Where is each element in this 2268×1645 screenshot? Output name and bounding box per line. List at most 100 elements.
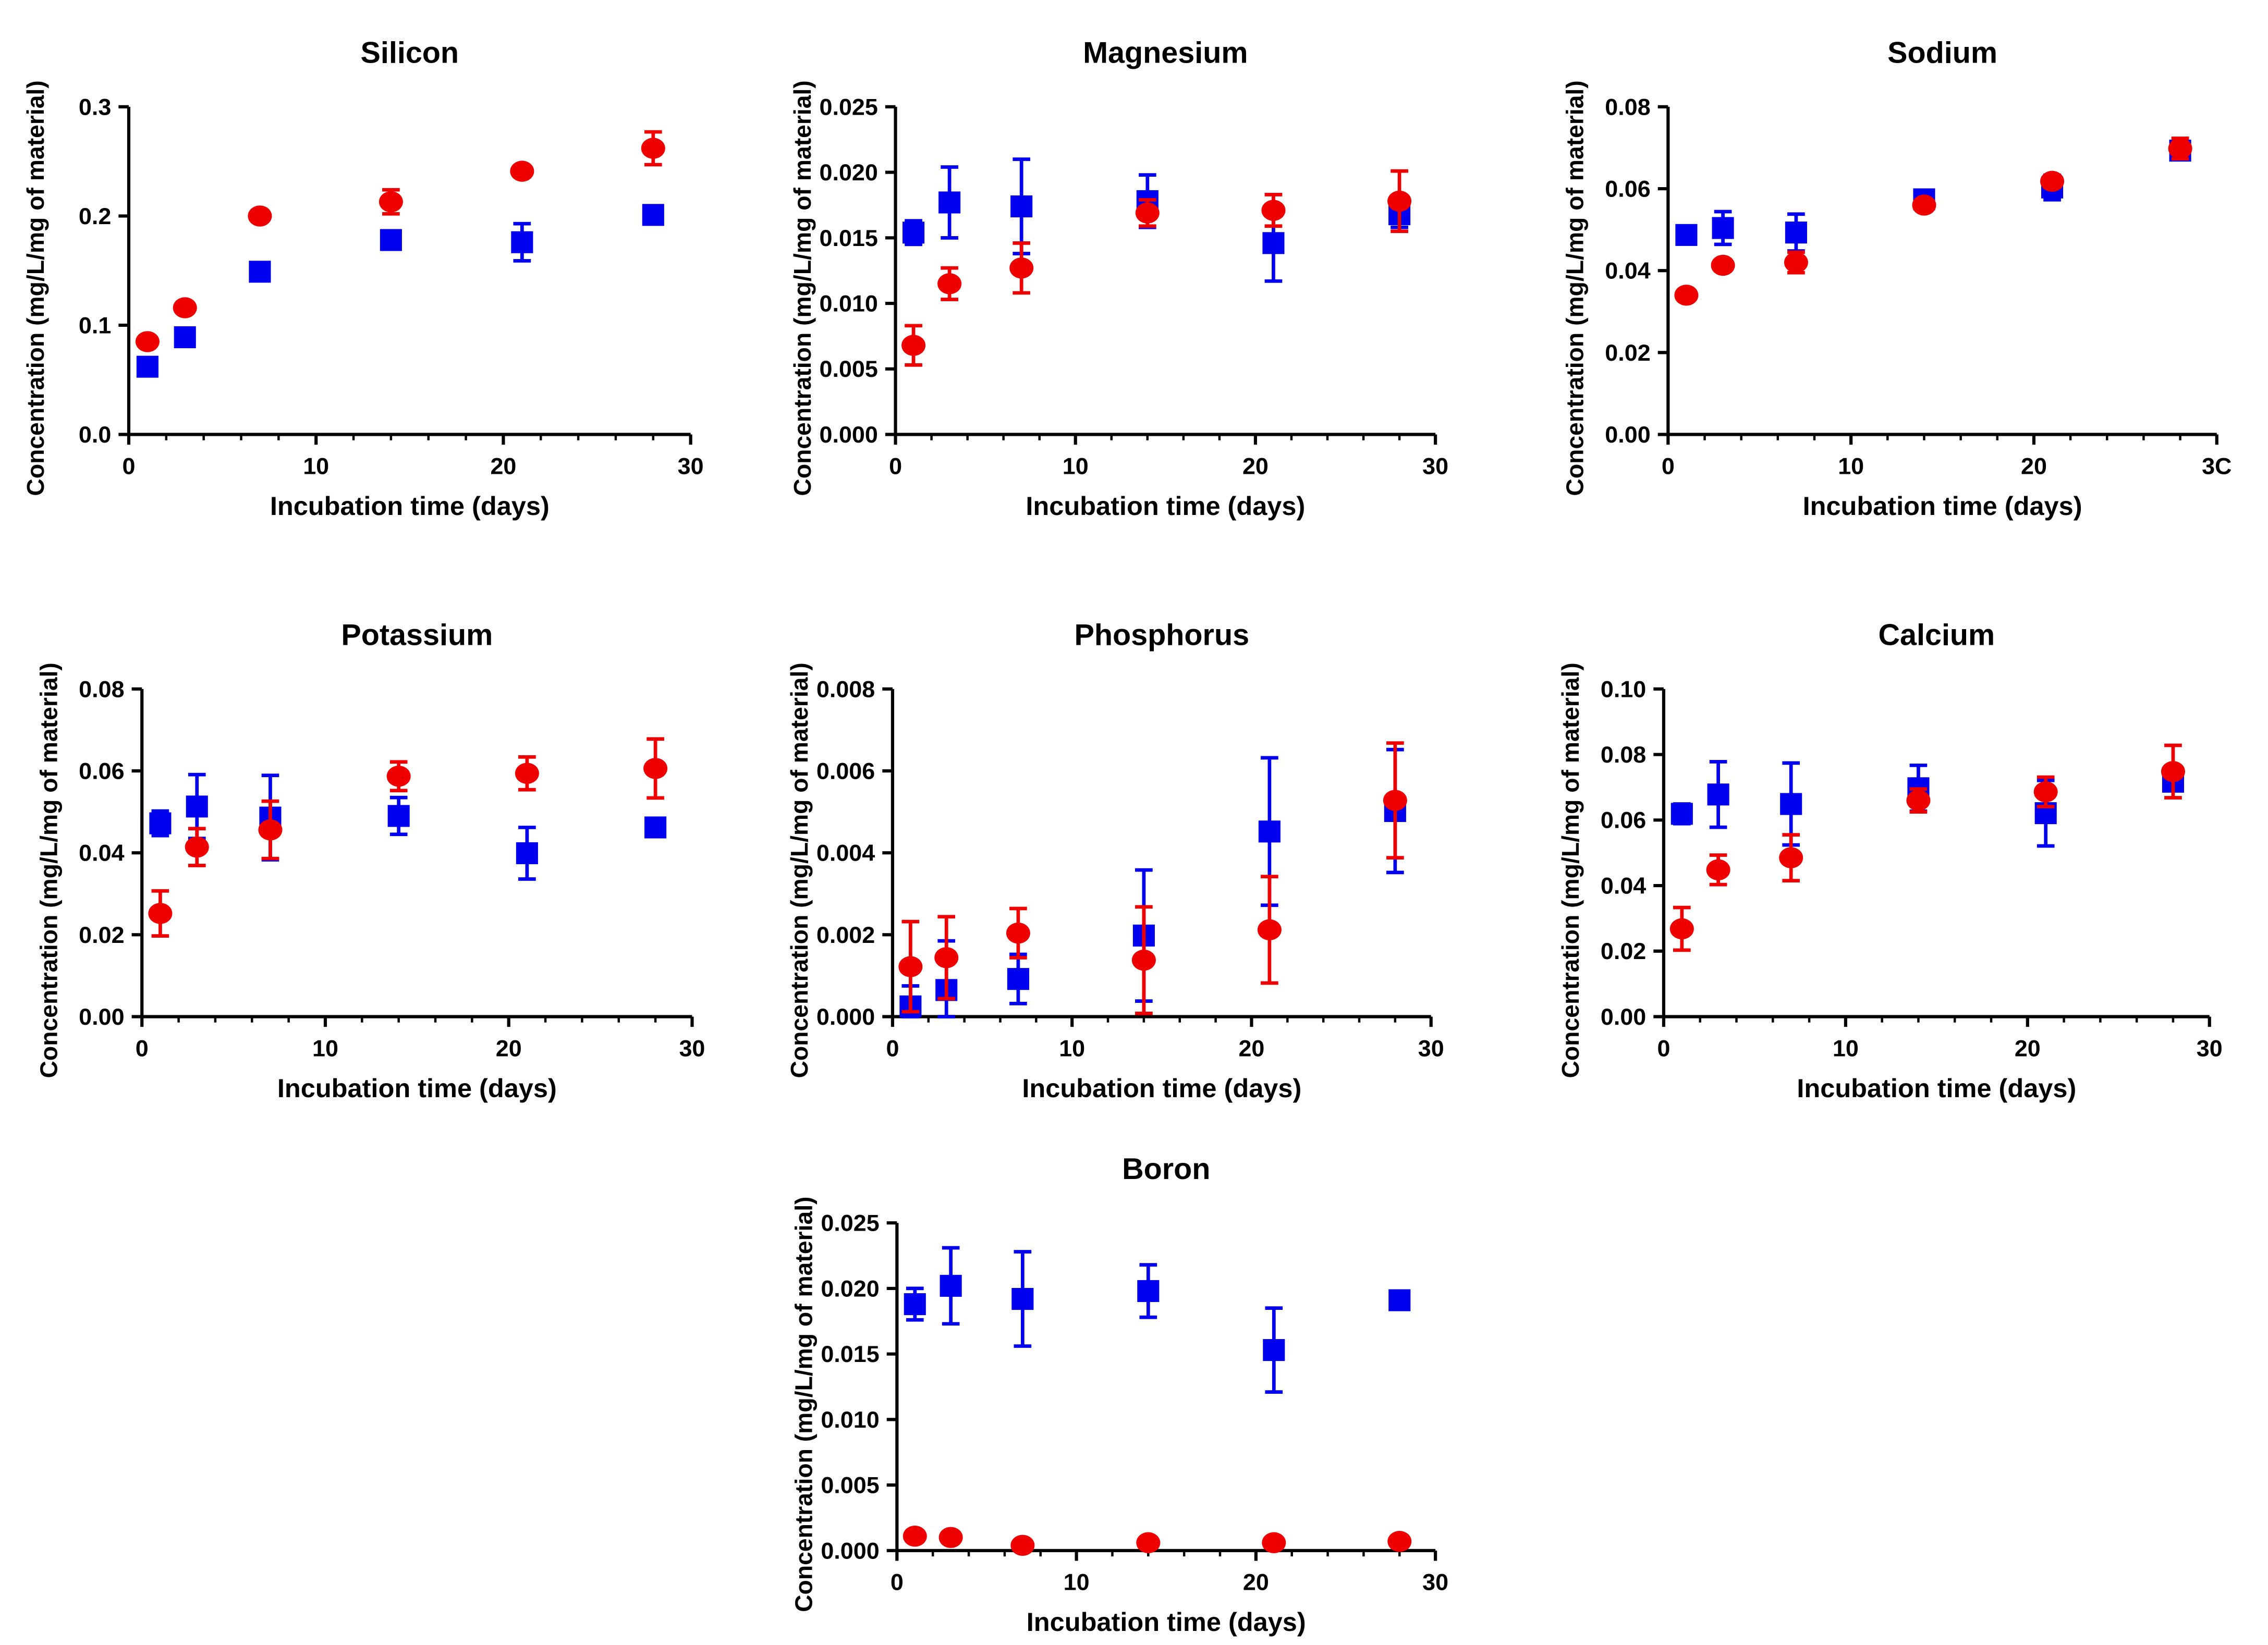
- chart-silicon-blue-point: [249, 261, 271, 283]
- chart-calcium-red-point: [2161, 761, 2185, 782]
- chart-magnesium-x-tick-label: 0: [889, 452, 902, 479]
- chart-calcium-red-point: [1779, 847, 1803, 868]
- chart-boron-y-tick-label: 0.025: [821, 1210, 879, 1236]
- chart-silicon-blue-point: [642, 204, 664, 226]
- chart-boron-blue-point: [1263, 1339, 1285, 1361]
- chart-phosphorus-x-tick-label: 10: [1059, 1035, 1085, 1061]
- chart-magnesium-blue-point: [938, 191, 961, 214]
- chart-boron-red-point: [1136, 1532, 1161, 1553]
- chart-calcium-x-tick-label: 30: [2197, 1035, 2223, 1061]
- chart-sodium-blue-point: [1712, 217, 1734, 239]
- chart-silicon: Silicon 0.0 0.1 0.2 0.3 0 10 20 30 Incubation tim…: [22, 36, 703, 521]
- chart-phosphorus-x-axis-label: Incubation time (days): [1022, 1073, 1301, 1103]
- chart-phosphorus-x-tick-label: 0: [886, 1035, 899, 1061]
- chart-boron-x-tick-label: 0: [891, 1569, 904, 1595]
- chart-magnesium-y-tick-label: 0.025: [820, 93, 878, 120]
- chart-phosphorus-y-tick-label: 0.006: [816, 757, 875, 784]
- chart-calcium-x-axis-label: Incubation time (days): [1797, 1073, 2076, 1103]
- chart-potassium-red-point: [386, 766, 411, 787]
- chart-calcium-x-tick-label: 20: [2015, 1035, 2041, 1061]
- chart-magnesium-title: Magnesium: [1083, 36, 1248, 70]
- chart-magnesium-blue-point: [1010, 195, 1033, 218]
- chart-calcium-red-point: [1669, 918, 1694, 940]
- chart-silicon-blue-point: [380, 229, 402, 251]
- chart-potassium-red-point: [643, 758, 668, 779]
- chart-magnesium-x-tick-label: 20: [1242, 452, 1269, 479]
- chart-potassium-x-axis-label: Incubation time (days): [277, 1073, 557, 1103]
- chart-calcium-title: Calcium: [1878, 619, 1995, 652]
- chart-sodium-y-tick-label: 0.06: [1605, 175, 1650, 202]
- chart-magnesium-red-point: [1135, 202, 1160, 224]
- chart-calcium-x-tick-label: 10: [1833, 1035, 1859, 1061]
- chart-sodium-red-point: [2040, 170, 2065, 192]
- chart-sodium-blue-point: [1785, 222, 1807, 244]
- chart-magnesium-red-point: [1387, 190, 1412, 212]
- chart-sodium-blue-point: [1675, 224, 1698, 246]
- chart-sodium-red-point: [1711, 254, 1735, 276]
- chart-boron: Boron 0.000 0.005 0.010 0.015 0.020 0.025 0 10 20…: [790, 1152, 1449, 1637]
- chart-boron-blue-point: [1137, 1280, 1160, 1302]
- chart-silicon-y-tick-label: 0.3: [79, 93, 111, 120]
- chart-phosphorus-red-point: [1006, 922, 1030, 944]
- chart-boron-title: Boron: [1122, 1152, 1210, 1186]
- chart-boron-y-tick-label: 0.005: [821, 1472, 879, 1499]
- chart-silicon-x-tick-label: 30: [678, 452, 704, 479]
- chart-magnesium-red-point: [1009, 257, 1034, 279]
- chart-silicon-y-axis-label: Concentration (mg/L/mg of material): [22, 80, 49, 496]
- chart-phosphorus-y-tick-label: 0.008: [816, 676, 875, 702]
- chart-phosphorus-y-tick-label: 0.000: [816, 1003, 875, 1030]
- chart-phosphorus-blue-point: [1258, 820, 1281, 843]
- chart-magnesium-y-tick-label: 0.010: [820, 290, 878, 316]
- chart-potassium-x-tick-label: 0: [136, 1035, 149, 1061]
- chart-potassium-blue-point: [149, 812, 172, 834]
- chart-calcium-y-tick-label: 0.04: [1601, 872, 1646, 899]
- chart-magnesium-blue-point: [1262, 232, 1285, 254]
- chart-magnesium-blue-point: [903, 222, 925, 244]
- chart-phosphorus-x-tick-label: 30: [1418, 1035, 1444, 1061]
- chart-silicon-red-point: [135, 331, 160, 352]
- chart-sodium-y-tick-label: 0.02: [1605, 339, 1650, 366]
- chart-calcium-y-tick-label: 0.10: [1601, 676, 1646, 702]
- chart-phosphorus-y-tick-label: 0.004: [816, 840, 875, 866]
- chart-potassium-y-tick-label: 0.04: [79, 840, 124, 866]
- chart-sodium-red-point: [1674, 285, 1699, 306]
- chart-phosphorus-red-point: [1257, 919, 1282, 941]
- chart-silicon-red-point: [379, 191, 403, 213]
- chart-sodium-title: Sodium: [1887, 36, 1997, 70]
- chart-phosphorus-red-point: [898, 956, 923, 977]
- chart-boron-blue-point: [904, 1293, 926, 1316]
- chart-magnesium-x-axis-label: Incubation time (days): [1026, 491, 1305, 521]
- chart-sodium-red-point: [1912, 194, 1936, 216]
- chart-sodium-y-tick-label: 0.08: [1605, 93, 1650, 120]
- chart-potassium-y-axis-label: Concentration (mg/L/mg of material): [35, 662, 62, 1078]
- chart-silicon-y-tick-label: 0.1: [79, 312, 111, 338]
- chart-potassium-red-point: [515, 763, 539, 784]
- chart-potassium-title: Potassium: [341, 619, 493, 652]
- chart-phosphorus-y-tick-label: 0.002: [816, 922, 875, 948]
- chart-potassium-y-tick-label: 0.00: [79, 1003, 124, 1030]
- chart-sodium-x-axis-label: Incubation time (days): [1803, 491, 2082, 521]
- chart-boron-y-axis-label: Concentration (mg/L/mg of material): [790, 1196, 818, 1612]
- chart-potassium: Potassium 0.00 0.02 0.04 0.06 0.08 0 10 20 30 Incu…: [35, 619, 705, 1103]
- chart-calcium-y-tick-label: 0.02: [1601, 938, 1646, 964]
- chart-magnesium-x-tick-label: 10: [1063, 452, 1089, 479]
- chart-boron-y-tick-label: 0.020: [821, 1275, 879, 1302]
- chart-magnesium-y-axis-label: Concentration (mg/L/mg of material): [789, 80, 816, 496]
- chart-potassium-blue-point: [516, 842, 538, 864]
- chart-boron-red-point: [903, 1525, 927, 1547]
- chart-boron-blue-point: [1388, 1289, 1411, 1311]
- chart-sodium: Sodium 0.00 0.02 0.04 0.06 0.08 0 10 20 3С Incubat…: [1562, 36, 2232, 521]
- chart-sodium-red-point: [1784, 252, 1808, 273]
- chart-phosphorus-blue-point: [1007, 968, 1029, 990]
- chart-calcium-y-tick-label: 0.08: [1601, 741, 1646, 768]
- chart-silicon-y-tick-label: 0.2: [79, 203, 111, 229]
- chart-calcium-x-tick-label: 0: [1657, 1035, 1670, 1061]
- chart-silicon-blue-point: [511, 231, 533, 253]
- chart-sodium-x-tick-label: 10: [1838, 452, 1864, 479]
- chart-silicon-x-axis-label: Incubation time (days): [270, 491, 550, 521]
- chart-calcium-y-axis-label: Concentration (mg/L/mg of material): [1557, 662, 1584, 1078]
- chart-silicon-x-tick-label: 10: [303, 452, 329, 479]
- chart-calcium-y-tick-label: 0.00: [1601, 1003, 1646, 1030]
- chart-magnesium-y-tick-label: 0.000: [820, 421, 878, 448]
